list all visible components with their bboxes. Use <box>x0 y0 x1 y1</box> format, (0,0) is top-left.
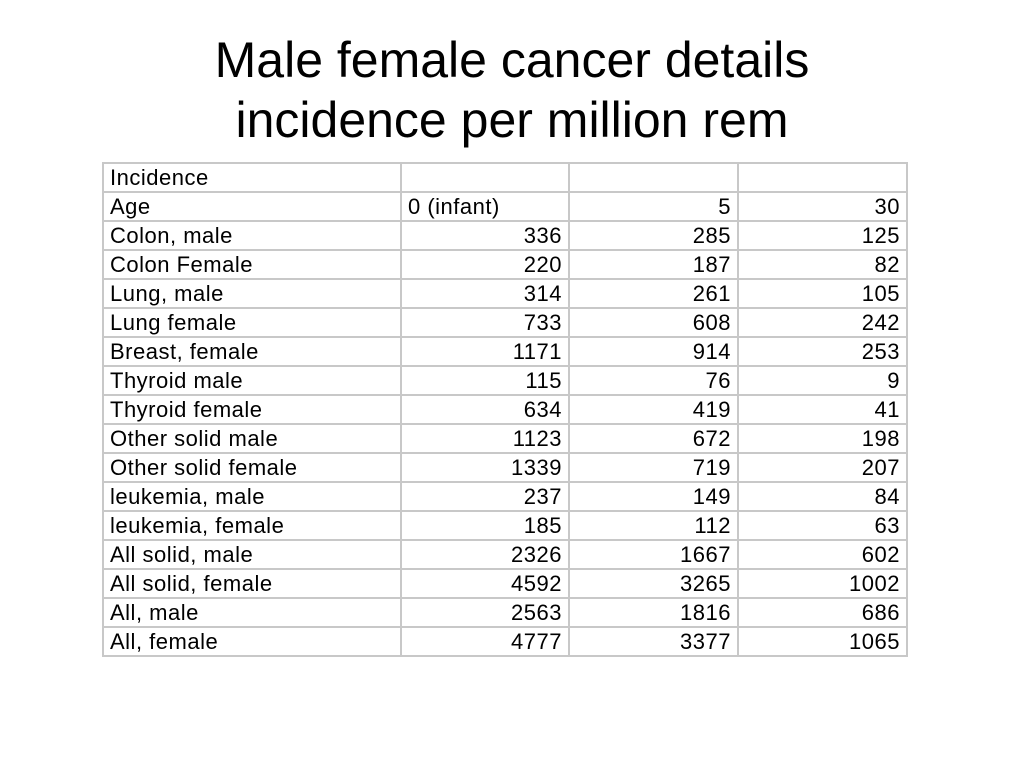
row-value-cell: 1816 <box>568 597 739 628</box>
row-value-cell: 149 <box>568 481 739 512</box>
row-value-cell: 237 <box>400 481 570 512</box>
row-value-cell: 185 <box>400 510 570 541</box>
row-value-cell: 1339 <box>400 452 570 483</box>
row-value-cell: 1171 <box>400 336 570 367</box>
row-value-cell: 253 <box>737 336 908 367</box>
row-value-cell: 242 <box>737 307 908 338</box>
row-value-cell: 1667 <box>568 539 739 570</box>
header-empty-cell <box>568 162 739 193</box>
incidence-table-body: Incidence Age 0 (infant) 5 30 Colon, mal… <box>102 162 908 657</box>
row-value-cell: 733 <box>400 307 570 338</box>
row-value-cell: 914 <box>568 336 739 367</box>
table-row: Other solid male 1123 672 198 <box>102 423 908 454</box>
incidence-table: Incidence Age 0 (infant) 5 30 Colon, mal… <box>102 162 908 657</box>
row-label-cell: All solid, female <box>102 568 402 599</box>
row-value-cell: 719 <box>568 452 739 483</box>
row-value-cell: 105 <box>737 278 908 309</box>
row-label-cell: Colon Female <box>102 249 402 280</box>
row-label-cell: leukemia, male <box>102 481 402 512</box>
row-value-cell: 3265 <box>568 568 739 599</box>
header-empty-cell <box>400 162 570 193</box>
header-empty-cell <box>737 162 908 193</box>
slide-title-line-1: Male female cancer details <box>214 32 810 88</box>
row-value-cell: 125 <box>737 220 908 251</box>
row-label-cell: Other solid female <box>102 452 402 483</box>
row-value-cell: 198 <box>737 423 908 454</box>
row-value-cell: 608 <box>568 307 739 338</box>
row-value-cell: 602 <box>737 539 908 570</box>
row-value-cell: 41 <box>737 394 908 425</box>
table-age-row: Age 0 (infant) 5 30 <box>102 191 908 222</box>
row-label-cell: Thyroid male <box>102 365 402 396</box>
row-value-cell: 2563 <box>400 597 570 628</box>
row-label-cell: Other solid male <box>102 423 402 454</box>
table-row: Other solid female 1339 719 207 <box>102 452 908 483</box>
row-label-cell: All, female <box>102 626 402 657</box>
row-value-cell: 2326 <box>400 539 570 570</box>
row-value-cell: 115 <box>400 365 570 396</box>
table-row: Colon Female 220 187 82 <box>102 249 908 280</box>
row-value-cell: 9 <box>737 365 908 396</box>
row-value-cell: 672 <box>568 423 739 454</box>
table-row: Lung, male 314 261 105 <box>102 278 908 309</box>
age-value-cell: 30 <box>737 191 908 222</box>
row-label-cell: Thyroid female <box>102 394 402 425</box>
row-value-cell: 63 <box>737 510 908 541</box>
row-label-cell: Colon, male <box>102 220 402 251</box>
row-value-cell: 285 <box>568 220 739 251</box>
row-value-cell: 1065 <box>737 626 908 657</box>
row-label-cell: All, male <box>102 597 402 628</box>
row-value-cell: 4592 <box>400 568 570 599</box>
row-label-cell: Lung female <box>102 307 402 338</box>
age-value-cell: 5 <box>568 191 739 222</box>
table-row: Breast, female 1171 914 253 <box>102 336 908 367</box>
row-value-cell: 419 <box>568 394 739 425</box>
row-label-cell: Lung, male <box>102 278 402 309</box>
row-value-cell: 314 <box>400 278 570 309</box>
slide-title-line-2: incidence per million rem <box>235 92 789 148</box>
row-value-cell: 686 <box>737 597 908 628</box>
row-value-cell: 76 <box>568 365 739 396</box>
row-value-cell: 1123 <box>400 423 570 454</box>
row-label-cell: All solid, male <box>102 539 402 570</box>
table-row: All, female 4777 3377 1065 <box>102 626 908 657</box>
row-value-cell: 3377 <box>568 626 739 657</box>
row-value-cell: 634 <box>400 394 570 425</box>
table-row: Thyroid male 115 76 9 <box>102 365 908 396</box>
row-label-cell: leukemia, female <box>102 510 402 541</box>
row-value-cell: 4777 <box>400 626 570 657</box>
table-row: leukemia, female 185 112 63 <box>102 510 908 541</box>
slide-title: Male female cancer details incidence per… <box>0 30 1024 150</box>
table-row: leukemia, male 237 149 84 <box>102 481 908 512</box>
table-header-row: Incidence <box>102 162 908 193</box>
row-value-cell: 261 <box>568 278 739 309</box>
row-value-cell: 84 <box>737 481 908 512</box>
table-row: Colon, male 336 285 125 <box>102 220 908 251</box>
row-value-cell: 336 <box>400 220 570 251</box>
row-value-cell: 220 <box>400 249 570 280</box>
table-row: All, male 2563 1816 686 <box>102 597 908 628</box>
header-incidence-cell: Incidence <box>102 162 402 193</box>
row-label-cell: Breast, female <box>102 336 402 367</box>
age-label-cell: Age <box>102 191 402 222</box>
row-value-cell: 207 <box>737 452 908 483</box>
table-row: All solid, male 2326 1667 602 <box>102 539 908 570</box>
table-row: Thyroid female 634 419 41 <box>102 394 908 425</box>
row-value-cell: 82 <box>737 249 908 280</box>
incidence-table-container: Incidence Age 0 (infant) 5 30 Colon, mal… <box>102 162 908 657</box>
row-value-cell: 187 <box>568 249 739 280</box>
row-value-cell: 112 <box>568 510 739 541</box>
age-value-cell: 0 (infant) <box>400 191 570 222</box>
table-row: Lung female 733 608 242 <box>102 307 908 338</box>
table-row: All solid, female 4592 3265 1002 <box>102 568 908 599</box>
row-value-cell: 1002 <box>737 568 908 599</box>
